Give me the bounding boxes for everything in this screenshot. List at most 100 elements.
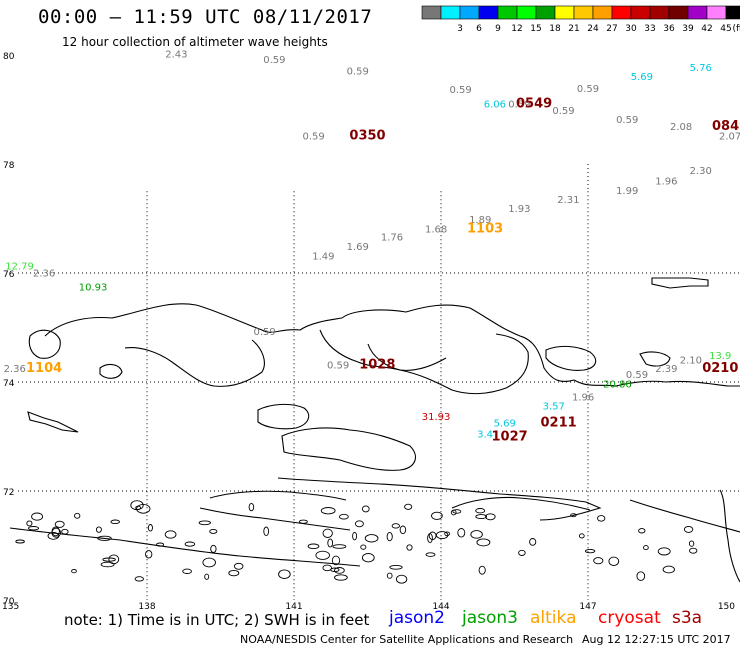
coastline [545,345,597,371]
island [395,574,408,584]
legend-satellite-jason2: jason2 [389,608,445,628]
island [134,576,144,582]
wave-height-label: 0.59 [327,360,349,371]
island [578,533,585,539]
wave-height-label: 1.69 [347,242,369,253]
island [457,528,466,538]
island [475,508,486,514]
island [334,567,345,574]
island [315,550,330,560]
coastline [319,329,529,395]
wave-height-label: 12.79 [5,262,34,273]
wave-height-label: 0.59 [577,84,599,95]
wave-height-label: 2.07 [719,132,740,143]
island [327,538,334,548]
colorbar-swatch [516,5,537,20]
island [452,509,462,514]
island [147,524,153,532]
island [198,520,211,526]
island [202,557,216,568]
wave-height-label: 1.96 [572,393,594,404]
island [444,531,450,537]
coastline [277,477,602,521]
island [688,540,695,547]
island [322,564,332,572]
wave-height-label: 2.08 [670,122,692,133]
colorbar-swatch [687,5,708,20]
lat-tick-label: 72 [3,488,14,498]
wave-height-label: 1.99 [616,186,638,197]
colorbar-label: 12 [511,24,522,34]
wave-height-label: 0.59 [449,85,471,96]
island [210,544,217,553]
colorbar-unit: (ft) [732,24,740,34]
colorbar-swatch [649,5,670,20]
island [450,509,457,516]
island [399,525,407,535]
island [263,526,270,537]
wave-height-label: 1028 [359,357,395,372]
colorbar-label: 9 [495,24,501,34]
wave-height-label: 0210 [702,361,738,376]
lon-tick-label: 141 [285,602,302,612]
wave-height-label: 1104 [26,361,62,376]
colorbar-swatch [611,5,632,20]
island [431,511,443,520]
island [470,530,483,539]
lat-tick-label: 80 [3,52,15,62]
colorbar-label: 33 [644,24,655,34]
island [386,531,393,542]
wave-height-label: 0.59 [347,67,369,78]
wave-height-label: 1.93 [508,204,530,215]
coastline [99,363,123,379]
island [322,528,333,538]
island [156,542,165,547]
coastline [651,277,709,289]
island [638,528,646,534]
island [298,519,308,524]
island [435,531,449,540]
island [643,545,649,551]
colorbar-label: 24 [587,24,599,34]
wave-height-label: 2.36 [33,268,55,279]
colorbar-swatch [630,5,651,20]
island [108,554,120,565]
island [307,543,320,550]
legend-satellite-altika: altika [530,608,577,628]
wave-height-label: 0.59 [253,327,275,338]
wave-height-label: 1027 [492,429,528,444]
island [47,532,60,540]
colorbar-label: 30 [625,24,637,34]
island [364,534,379,543]
island [145,550,153,559]
lon-tick-label: 135 [2,602,19,612]
island [61,528,69,535]
credit-line: NOAA/NESDIS Center for Satellite Applica… [240,633,574,646]
island [404,503,413,510]
colorbar-label: 6 [476,24,482,34]
colorbar-swatch [592,5,613,20]
island [278,569,291,579]
colorbar-swatch [440,5,461,20]
wave-height-label: 5.69 [631,72,653,83]
wave-height-label: 0549 [516,96,552,111]
wave-height-label: 2.39 [655,364,677,375]
wave-height-label: 0.59 [616,115,638,126]
island [330,567,340,573]
island [406,544,413,551]
wave-height-label: 2.31 [557,195,579,206]
wave-height-label: 1.96 [655,177,677,188]
wave-height-label: 0350 [349,129,385,144]
wave-height-label: 0211 [541,416,577,431]
island [164,530,177,539]
wave-height-label: 1.76 [381,232,403,243]
lat-tick-label: 76 [3,270,15,280]
coastline [639,351,671,367]
colorbar-label: 39 [682,24,694,34]
wave-height-label: 5.69 [494,419,516,430]
island [361,505,370,513]
coastline [27,411,79,433]
map-title: 00:00 – 11:59 UTC 08/11/2017 [38,6,373,28]
colorbar-label: 3 [457,24,463,34]
